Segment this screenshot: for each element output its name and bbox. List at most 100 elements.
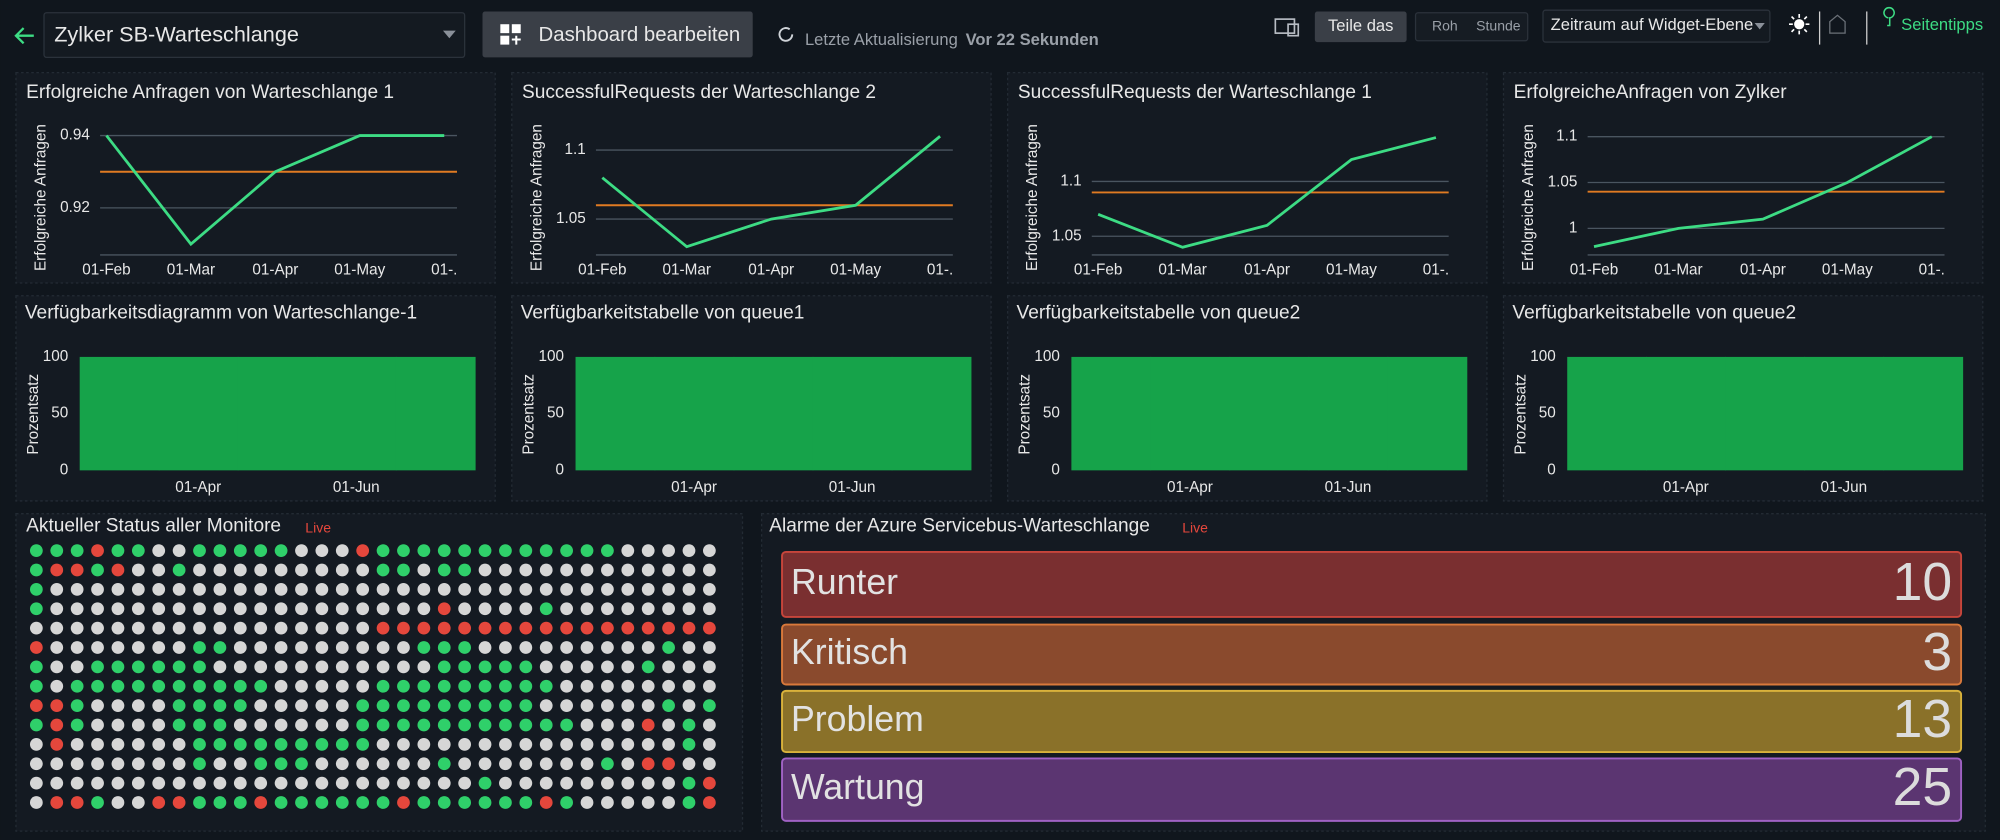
monitor-dot — [50, 699, 64, 713]
dashboard-select[interactable] — [43, 12, 466, 58]
monitor-dot — [417, 583, 431, 596]
monitor-dot — [397, 718, 410, 732]
monitor-dot — [152, 641, 166, 654]
monitor-dot — [233, 776, 247, 790]
alarm-tile — [781, 689, 1963, 754]
monitor-dot — [539, 718, 553, 732]
monitor-dot — [641, 641, 655, 654]
monitor-dot — [478, 660, 492, 674]
monitor-dot — [662, 776, 675, 790]
monitor-dot — [29, 718, 43, 732]
monitor-dot — [70, 718, 84, 732]
monitor-dot — [641, 757, 655, 771]
monitor-dot — [458, 699, 472, 713]
hour-option[interactable]: Stunde — [1476, 17, 1521, 33]
monitor-dot — [233, 660, 247, 674]
monitor-dot — [580, 738, 594, 751]
monitor-dot — [111, 563, 125, 577]
monitor-dot — [111, 738, 125, 751]
y-tick-label: 50 — [51, 405, 68, 422]
monitor-dot — [682, 602, 696, 616]
monitor-dot — [233, 679, 247, 693]
monitor-dot — [254, 776, 268, 790]
alarm-tile — [781, 550, 1963, 618]
monitor-dot — [397, 796, 410, 809]
monitor-dot — [152, 660, 166, 674]
monitor-dot — [335, 679, 349, 693]
monitor-dot — [458, 641, 472, 654]
last-update-label: Letzte Aktualisierung — [805, 30, 958, 49]
monitor-dot — [478, 583, 492, 596]
refresh-icon[interactable] — [778, 27, 794, 42]
monitor-dot — [539, 796, 553, 809]
edit-button[interactable] — [482, 11, 753, 58]
monitor-dot — [152, 699, 166, 713]
monitor-dot — [295, 621, 308, 635]
monitor-dot — [437, 776, 451, 790]
monitor-dot — [499, 796, 512, 809]
monitor-dot — [580, 641, 594, 654]
monitor-dot — [254, 621, 268, 635]
monitor-dot — [152, 757, 166, 771]
share-button[interactable] — [1314, 11, 1407, 43]
monitor-dot — [539, 660, 553, 674]
monitor-dot — [50, 738, 64, 751]
period-select[interactable] — [1542, 9, 1771, 43]
monitor-dot — [131, 602, 145, 616]
y-tick-label: 100 — [43, 348, 69, 365]
x-tick-label: 01-Jun — [829, 479, 876, 496]
monitor-dot — [213, 544, 227, 558]
monitor-dot — [682, 699, 696, 713]
monitor-dot — [417, 602, 431, 616]
monitor-dot — [641, 738, 655, 751]
tips-link[interactable]: Seitentipps — [1901, 15, 1983, 34]
alarm-count: 25 — [1893, 758, 1953, 817]
monitor-dot — [356, 660, 370, 674]
home-icon[interactable] — [1829, 14, 1846, 34]
x-tick-label: 01-May — [830, 261, 881, 278]
monitor-dot — [499, 602, 512, 616]
theme-icon[interactable] — [1789, 14, 1810, 35]
monitor-dot — [621, 776, 635, 790]
display-icon[interactable] — [1274, 18, 1300, 37]
monitor-dot — [519, 660, 533, 674]
monitor-dot — [662, 641, 675, 654]
monitor-dot — [111, 602, 125, 616]
raw-option[interactable]: Roh — [1432, 17, 1458, 33]
monitor-dot — [437, 699, 451, 713]
monitor-dot — [254, 641, 268, 654]
monitor-dot — [70, 796, 84, 809]
monitor-dot — [437, 563, 451, 577]
monitor-dot — [499, 660, 512, 674]
bar — [812, 356, 893, 471]
monitor-dot — [193, 621, 206, 635]
monitor-dot — [376, 796, 390, 809]
y-axis-label: Erfolgreiche Anfragen — [1024, 124, 1041, 271]
monitor-dot — [315, 776, 329, 790]
monitor-dot — [213, 563, 227, 577]
monitor-dot — [70, 602, 84, 616]
monitor-dot — [662, 602, 675, 616]
monitor-dot — [641, 679, 655, 693]
y-tick-label: 1.05 — [1052, 227, 1082, 244]
monitor-dot — [376, 776, 390, 790]
monitor-dot — [580, 718, 594, 732]
monitor-dot — [417, 718, 431, 732]
monitor-dot — [437, 602, 451, 616]
monitor-dot — [437, 757, 451, 771]
monitor-dot — [539, 776, 553, 790]
monitor-dot — [499, 776, 512, 790]
monitor-dot — [131, 679, 145, 693]
monitor-dot — [152, 679, 166, 693]
monitor-dot — [29, 699, 43, 713]
back-arrow[interactable] — [14, 27, 34, 45]
monitor-dot — [70, 738, 84, 751]
monitor-dot — [131, 776, 145, 790]
monitor-dot — [111, 583, 125, 596]
granularity-toggle[interactable] — [1414, 12, 1529, 42]
widget-title: Verfügbarkeitstabelle von queue1 — [521, 303, 805, 324]
monitor-dot — [91, 738, 104, 751]
monitor-dot — [274, 563, 288, 577]
monitor-dot — [254, 718, 268, 732]
monitor-dot — [621, 679, 635, 693]
